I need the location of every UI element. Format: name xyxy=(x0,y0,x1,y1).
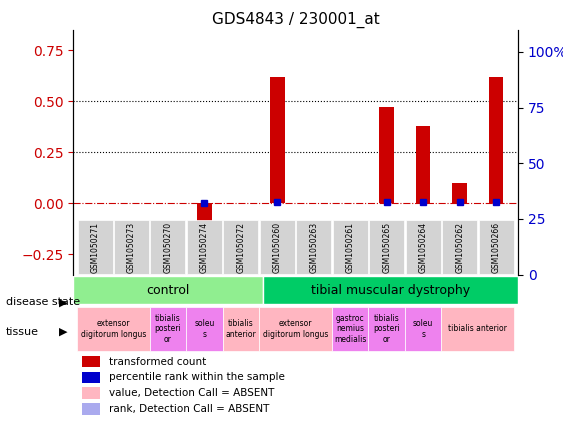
Bar xyxy=(82,387,100,399)
Text: GSM1050263: GSM1050263 xyxy=(309,222,318,273)
Text: GSM1050272: GSM1050272 xyxy=(236,222,245,273)
FancyBboxPatch shape xyxy=(406,220,441,274)
FancyBboxPatch shape xyxy=(224,220,258,274)
Text: GSM1050270: GSM1050270 xyxy=(163,222,172,273)
Bar xyxy=(489,77,503,203)
FancyBboxPatch shape xyxy=(77,307,150,351)
Text: tibialis
anterior: tibialis anterior xyxy=(226,319,256,338)
FancyBboxPatch shape xyxy=(333,220,368,274)
Text: tibialis anterior: tibialis anterior xyxy=(448,324,507,333)
Text: GSM1050273: GSM1050273 xyxy=(127,222,136,273)
FancyBboxPatch shape xyxy=(260,220,295,274)
FancyBboxPatch shape xyxy=(369,220,404,274)
Text: ▶: ▶ xyxy=(59,327,68,337)
Bar xyxy=(82,356,100,367)
Text: rank, Detection Call = ABSENT: rank, Detection Call = ABSENT xyxy=(109,404,269,414)
FancyBboxPatch shape xyxy=(150,220,185,274)
FancyBboxPatch shape xyxy=(187,220,222,274)
FancyBboxPatch shape xyxy=(186,307,222,351)
Text: ▶: ▶ xyxy=(59,297,68,308)
Text: extensor
digitorum longus: extensor digitorum longus xyxy=(263,319,328,338)
Text: value, Detection Call = ABSENT: value, Detection Call = ABSENT xyxy=(109,388,274,398)
FancyBboxPatch shape xyxy=(479,220,513,274)
FancyBboxPatch shape xyxy=(263,276,518,305)
Text: GSM1050260: GSM1050260 xyxy=(273,222,282,273)
Text: GSM1050265: GSM1050265 xyxy=(382,222,391,273)
Text: extensor
digitorum longus: extensor digitorum longus xyxy=(81,319,146,338)
FancyBboxPatch shape xyxy=(78,220,113,274)
Text: GSM1050274: GSM1050274 xyxy=(200,222,209,273)
Text: gastroc
nemius
medialis: gastroc nemius medialis xyxy=(334,314,367,344)
FancyBboxPatch shape xyxy=(441,307,515,351)
FancyBboxPatch shape xyxy=(369,307,405,351)
FancyBboxPatch shape xyxy=(442,220,477,274)
Text: GSM1050261: GSM1050261 xyxy=(346,222,355,273)
Text: soleu
s: soleu s xyxy=(194,319,215,338)
FancyBboxPatch shape xyxy=(296,220,331,274)
FancyBboxPatch shape xyxy=(73,276,263,305)
Text: tibialis
posteri
or: tibialis posteri or xyxy=(373,314,400,344)
Text: GSM1050262: GSM1050262 xyxy=(455,222,464,273)
Text: control: control xyxy=(146,284,190,297)
Bar xyxy=(82,403,100,415)
Bar xyxy=(270,77,285,203)
Text: transformed count: transformed count xyxy=(109,357,206,367)
Text: GSM1050264: GSM1050264 xyxy=(419,222,428,273)
FancyBboxPatch shape xyxy=(222,307,259,351)
Bar xyxy=(452,183,467,203)
Text: tibialis
posteri
or: tibialis posteri or xyxy=(155,314,181,344)
Text: soleu
s: soleu s xyxy=(413,319,434,338)
FancyBboxPatch shape xyxy=(332,307,369,351)
Bar xyxy=(416,126,431,203)
FancyBboxPatch shape xyxy=(150,307,186,351)
Text: tissue: tissue xyxy=(6,327,39,337)
Title: GDS4843 / 230001_at: GDS4843 / 230001_at xyxy=(212,12,379,28)
Text: disease state: disease state xyxy=(6,297,80,308)
FancyBboxPatch shape xyxy=(259,307,332,351)
Bar xyxy=(82,372,100,383)
Text: tibial muscular dystrophy: tibial muscular dystrophy xyxy=(311,284,470,297)
FancyBboxPatch shape xyxy=(114,220,149,274)
FancyBboxPatch shape xyxy=(405,307,441,351)
Text: percentile rank within the sample: percentile rank within the sample xyxy=(109,372,285,382)
Bar xyxy=(197,203,212,228)
Text: GSM1050266: GSM1050266 xyxy=(491,222,501,273)
Text: GSM1050271: GSM1050271 xyxy=(91,222,100,273)
Bar xyxy=(379,107,394,203)
